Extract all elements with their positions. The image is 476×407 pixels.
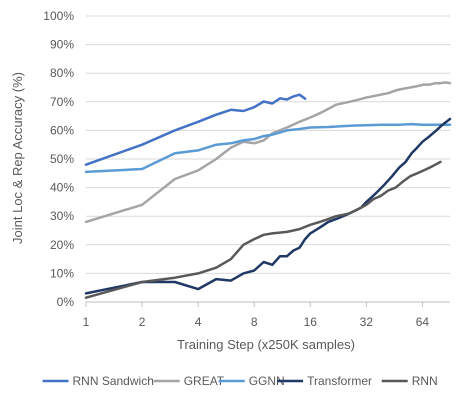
y-tick-label: 20% (50, 238, 74, 252)
gridlines (86, 15, 450, 274)
y-tick-label: 10% (50, 266, 74, 280)
y-tick-label: 30% (50, 209, 74, 223)
legend-label: RNN Sandwich (73, 374, 154, 388)
series-line-transformer (84, 117, 452, 295)
y-tick-label: 100% (43, 9, 74, 23)
y-tick-label: 70% (50, 95, 74, 109)
x-tick-label: 8 (251, 315, 258, 329)
x-tick-label: 16 (304, 315, 318, 329)
x-tick-label: 32 (360, 315, 374, 329)
series-line-rnn-sandwich (84, 93, 307, 166)
x-tick-label: 1 (83, 315, 90, 329)
y-tick-label: 60% (50, 123, 74, 137)
y-axis-title: Joint Loc & Rep Accuracy (%) (10, 72, 25, 244)
series-line-ggnn (84, 122, 452, 174)
tick-labels: 0% 10% 20% 30% 40% 50% 60% 70% 80% 90% 100% 1 2 4 8 16 3… (43, 9, 429, 329)
legend: RNN Sandwich GREAT GGNN Transformer RNN (42, 374, 438, 388)
series-line-great (84, 81, 452, 224)
data-series (84, 81, 452, 299)
x-tick-label: 4 (195, 315, 202, 329)
axes (85, 301, 450, 307)
legend-label: GGNN (249, 374, 285, 388)
y-tick-label: 80% (50, 66, 74, 80)
series-line-rnn (84, 160, 442, 299)
x-tick-label: 2 (139, 315, 146, 329)
y-tick-label: 0% (57, 295, 75, 309)
y-tick-label: 50% (50, 152, 74, 166)
legend-label: GREAT (184, 374, 225, 388)
y-tick-label: 40% (50, 181, 74, 195)
x-axis-title: Training Step (x250K samples) (177, 337, 355, 352)
x-tick-label: 64 (416, 315, 430, 329)
legend-label: RNN (412, 374, 438, 388)
y-tick-label: 90% (50, 38, 74, 52)
legend-label: Transformer (307, 374, 372, 388)
